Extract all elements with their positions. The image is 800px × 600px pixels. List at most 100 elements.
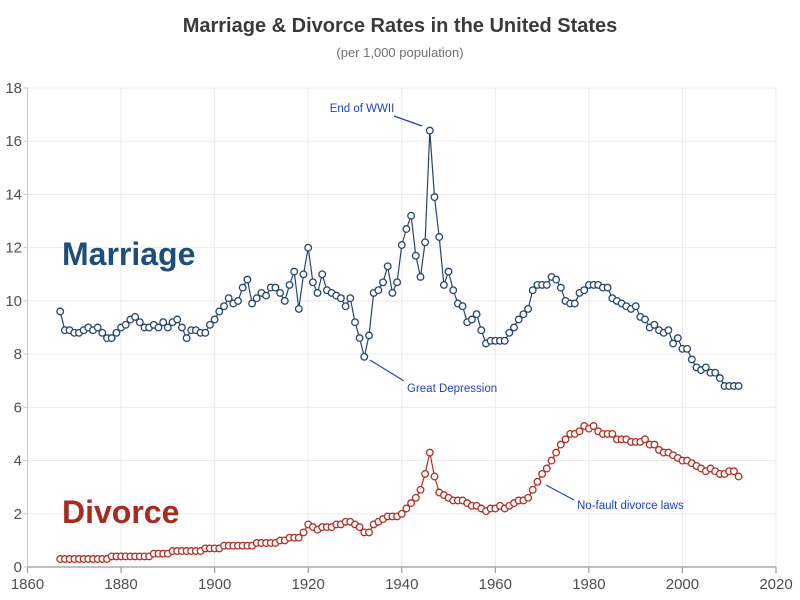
marriage-marker <box>650 320 659 329</box>
marriage-marker <box>238 283 247 292</box>
marriage-marker <box>224 294 233 303</box>
y-tick-label: 6 <box>14 399 22 416</box>
marriage-marker <box>215 307 224 316</box>
marriage-marker <box>276 288 285 297</box>
y-tick-label: 0 <box>14 559 22 576</box>
marriage-marker <box>341 302 350 311</box>
chart-subtitle: (per 1,000 population) <box>336 45 463 60</box>
marriage-marker <box>135 318 144 327</box>
divorce-marker <box>608 429 617 438</box>
marriage-marker <box>425 126 434 135</box>
marriage-marker <box>360 352 369 361</box>
marriage-marker <box>93 323 102 332</box>
y-tick-label: 10 <box>5 293 22 310</box>
divorce-series-label: Divorce <box>62 494 179 530</box>
divorce-marker <box>528 485 537 494</box>
divorce-marker <box>729 467 738 476</box>
annotation-leader-line <box>393 115 423 127</box>
marriage-marker <box>673 334 682 343</box>
marriage-marker <box>98 328 107 337</box>
y-axis-tick-labels: 0 2 4 6 8 10 12 14 16 18 <box>5 80 22 576</box>
divorce-marker <box>299 528 308 537</box>
divorce-marker <box>430 472 439 481</box>
marriage-marker <box>318 270 327 279</box>
marriage-marker <box>163 323 172 332</box>
divorce-marker <box>552 448 561 457</box>
marriage-marker <box>201 328 210 337</box>
marriage-marker <box>411 251 420 260</box>
x-axis-tick-labels: 1860 1880 1900 1920 1940 1960 1980 2000 2020 <box>11 576 793 593</box>
marriage-marker <box>234 296 242 305</box>
divorce-marker <box>355 523 364 532</box>
marriage-marker <box>159 318 168 327</box>
marriage-marker <box>121 320 130 329</box>
marriage-marker <box>407 211 416 220</box>
marriage-marker <box>112 328 121 337</box>
marriage-marker <box>294 304 303 313</box>
divorce-marker <box>538 469 547 478</box>
divorce-marker <box>533 477 542 486</box>
divorce-marker <box>575 427 584 436</box>
annotation-leader-line <box>545 484 575 501</box>
x-tick-label: 2020 <box>759 576 792 593</box>
marriage-marker <box>397 241 406 249</box>
marriage-marker <box>393 278 402 287</box>
y-tick-label: 12 <box>5 240 22 257</box>
y-tick-label: 16 <box>5 133 22 150</box>
divorce-marker <box>402 504 411 513</box>
marriage-marker <box>439 280 448 289</box>
marriage-marker <box>430 193 439 202</box>
marriage-marker <box>154 323 163 332</box>
annotation-great-depression: Great Depression <box>407 383 497 395</box>
marriage-marker <box>374 286 383 295</box>
marriage-marker <box>435 233 444 241</box>
divorce-marker <box>421 469 430 478</box>
marriage-marker <box>500 336 509 345</box>
marriage-marker <box>528 286 537 295</box>
marriage-marker <box>210 315 219 324</box>
y-axis-ticks <box>23 87 28 568</box>
marriage-marker <box>402 225 411 233</box>
divorce-marker <box>407 499 416 508</box>
marriage-marker <box>734 382 743 390</box>
x-tick-label: 1880 <box>104 576 137 593</box>
marriage-marker <box>131 312 140 321</box>
y-tick-label: 14 <box>5 186 22 203</box>
marriage-marker <box>336 294 345 303</box>
x-tick-label: 1940 <box>385 576 418 593</box>
divorce-marker <box>561 435 570 444</box>
x-tick-label: 1920 <box>292 576 325 593</box>
x-tick-label: 1960 <box>479 576 512 593</box>
annotation-end-of-wwii: End of WWII <box>330 103 395 115</box>
marriage-marker <box>711 368 720 377</box>
marriage-marker <box>416 272 425 281</box>
marriage-marker <box>641 315 649 324</box>
annotation-no-fault-divorce-laws: No-fault divorce laws <box>577 500 684 512</box>
y-tick-label: 4 <box>14 453 22 470</box>
divorce-marker <box>397 509 406 518</box>
marriage-marker <box>477 326 486 335</box>
marriage-marker <box>252 294 261 303</box>
marriage-marker <box>519 310 528 319</box>
marriage-series-label: Marriage <box>62 236 195 272</box>
marriage-marker <box>351 318 359 327</box>
marriage-marker <box>280 296 289 305</box>
marriage-marker <box>472 310 481 319</box>
marriage-marker <box>514 315 523 324</box>
divorce-marker <box>589 422 598 430</box>
divorce-marker <box>641 435 649 444</box>
marriage-marker <box>467 315 476 324</box>
marriage-marker <box>715 374 724 383</box>
marriage-marker <box>510 323 518 332</box>
marriage-marker <box>355 334 364 343</box>
marriage-marker <box>552 275 561 284</box>
marriage-marker <box>444 267 453 276</box>
marriage-marker <box>173 315 182 324</box>
x-tick-label: 1980 <box>572 576 605 593</box>
marriage-marker <box>365 331 373 340</box>
x-tick-label: 1900 <box>198 576 231 593</box>
marriage-marker <box>556 283 565 292</box>
divorce-marker <box>425 448 434 457</box>
marriage-marker <box>285 280 294 289</box>
